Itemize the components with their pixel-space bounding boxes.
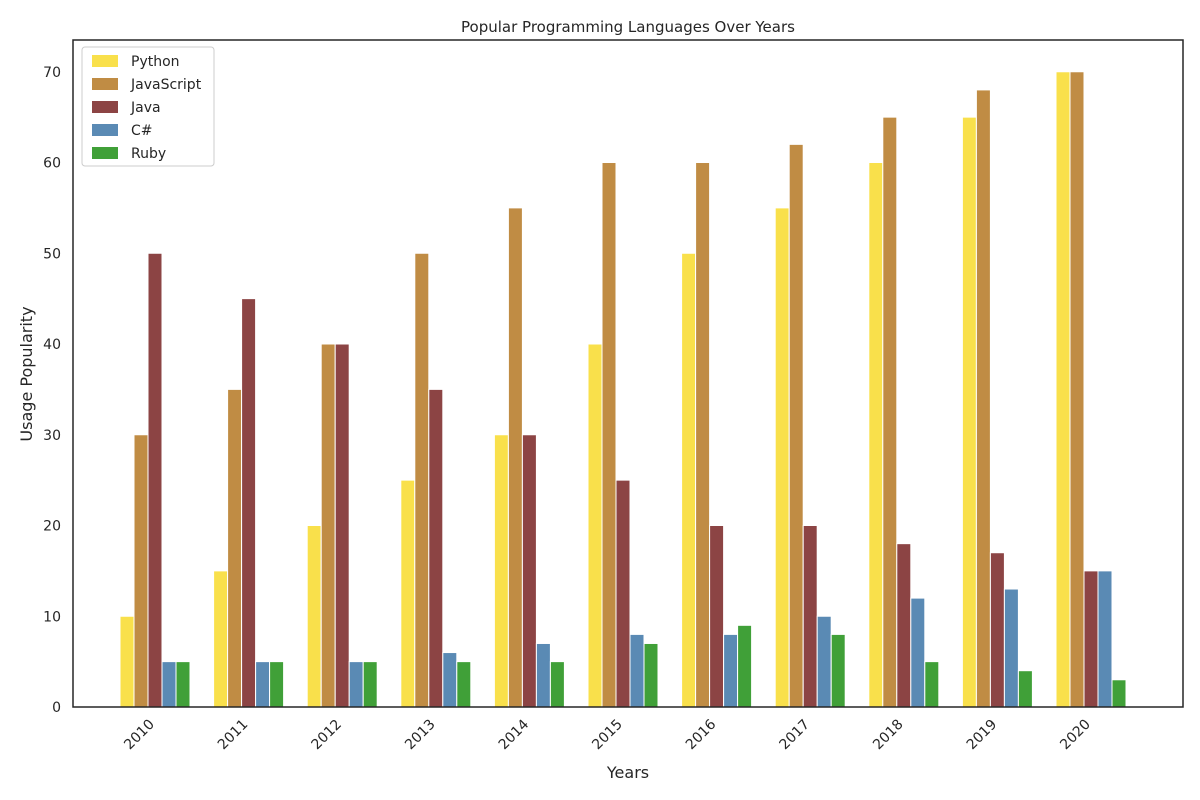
y-tick-label: 50 bbox=[43, 246, 61, 262]
y-tick-label: 70 bbox=[43, 65, 61, 81]
bar-ruby-2013 bbox=[456, 661, 472, 708]
bar-javascript-2012 bbox=[320, 343, 336, 708]
chart-title: Popular Programming Languages Over Years bbox=[461, 18, 795, 36]
x-tick-label: 2012 bbox=[309, 717, 346, 754]
bar-c--2011 bbox=[255, 661, 271, 708]
x-tick-label: 2015 bbox=[589, 717, 626, 754]
bar-ruby-2016 bbox=[737, 624, 753, 708]
y-tick-label: 20 bbox=[43, 519, 61, 535]
x-tick-label: 2019 bbox=[964, 717, 1001, 754]
bar-c--2016 bbox=[723, 633, 739, 708]
bar-java-2011 bbox=[241, 298, 257, 708]
bar-java-2015 bbox=[615, 479, 631, 708]
bar-c--2013 bbox=[442, 652, 458, 708]
bar-javascript-2010 bbox=[133, 434, 149, 708]
bar-java-2010 bbox=[147, 252, 163, 708]
bar-javascript-2014 bbox=[507, 207, 523, 708]
bar-ruby-2017 bbox=[830, 633, 846, 708]
bar-javascript-2019 bbox=[975, 89, 991, 708]
bar-python-2017 bbox=[774, 207, 790, 708]
bar-ruby-2018 bbox=[924, 661, 940, 708]
y-tick-label: 10 bbox=[43, 609, 61, 625]
y-tick-label: 60 bbox=[43, 156, 61, 172]
bar-javascript-2011 bbox=[227, 388, 243, 708]
bar-java-2013 bbox=[428, 388, 444, 708]
bar-javascript-2020 bbox=[1069, 71, 1085, 708]
bar-javascript-2015 bbox=[601, 162, 617, 708]
bar-java-2019 bbox=[989, 552, 1005, 708]
bar-c--2010 bbox=[161, 661, 177, 708]
y-tick-label: 30 bbox=[43, 428, 61, 444]
y-tick-label: 40 bbox=[43, 337, 61, 353]
x-tick-label: 2018 bbox=[870, 717, 907, 754]
bar-ruby-2020 bbox=[1111, 679, 1127, 708]
x-tick-label: 2020 bbox=[1057, 717, 1094, 754]
x-tick-label: 2010 bbox=[121, 717, 158, 754]
bar-python-2010 bbox=[119, 615, 135, 708]
bar-c--2017 bbox=[816, 615, 832, 708]
legend-box bbox=[81, 46, 215, 167]
bar-ruby-2012 bbox=[362, 661, 378, 708]
plot-frame bbox=[72, 39, 1184, 708]
bar-python-2015 bbox=[587, 343, 603, 708]
y-tick-label: 0 bbox=[52, 700, 61, 716]
legend-label: JavaScript bbox=[130, 77, 202, 93]
legend-label: C# bbox=[131, 123, 153, 139]
bar-java-2012 bbox=[334, 343, 350, 708]
bar-java-2017 bbox=[802, 525, 818, 708]
bar-c--2018 bbox=[910, 597, 926, 708]
bar-java-2020 bbox=[1083, 570, 1099, 708]
y-axis-ticks: 0 10 20 30 40 50 60 70 bbox=[43, 65, 61, 716]
legend-swatch-javascript bbox=[92, 78, 118, 90]
x-tick-label: 2013 bbox=[402, 717, 439, 754]
bar-python-2018 bbox=[868, 162, 884, 708]
bar-python-2014 bbox=[493, 434, 509, 708]
bar-python-2013 bbox=[400, 479, 416, 708]
legend-swatch-python bbox=[92, 55, 118, 67]
bar-c--2015 bbox=[629, 633, 645, 708]
x-axis-label: Years bbox=[606, 763, 649, 782]
x-tick-label: 2017 bbox=[777, 717, 814, 754]
bar-javascript-2013 bbox=[414, 252, 430, 708]
bars-layer bbox=[119, 71, 1127, 708]
bar-python-2011 bbox=[213, 570, 229, 708]
legend: Python JavaScript Java C# Ruby bbox=[81, 46, 215, 167]
x-tick-label: 2014 bbox=[496, 716, 533, 753]
bar-python-2016 bbox=[681, 252, 697, 708]
bar-ruby-2019 bbox=[1017, 670, 1033, 708]
x-tick-label: 2011 bbox=[215, 717, 252, 754]
legend-label: Java bbox=[130, 100, 161, 116]
bar-java-2018 bbox=[896, 543, 912, 708]
legend-swatch-c- bbox=[92, 124, 118, 136]
bar-java-2014 bbox=[521, 434, 537, 708]
bar-ruby-2015 bbox=[643, 642, 659, 708]
bar-ruby-2011 bbox=[269, 661, 285, 708]
bar-java-2016 bbox=[709, 525, 725, 708]
bar-ruby-2010 bbox=[175, 661, 191, 708]
bar-c--2019 bbox=[1003, 588, 1019, 708]
x-axis-ticks: 2010 2011 2012 2013 2014 2015 2016 2017 2018 2019… bbox=[121, 716, 1094, 753]
legend-label: Ruby bbox=[131, 146, 166, 162]
bar-c--2012 bbox=[348, 661, 364, 708]
legend-swatch-java bbox=[92, 101, 118, 113]
bar-ruby-2014 bbox=[549, 661, 565, 708]
bar-python-2020 bbox=[1055, 71, 1071, 708]
legend-label: Python bbox=[131, 54, 180, 70]
bar-javascript-2018 bbox=[882, 116, 898, 708]
bar-c--2014 bbox=[535, 642, 551, 708]
bar-python-2012 bbox=[306, 525, 322, 708]
bar-c--2020 bbox=[1097, 570, 1113, 708]
bar-python-2019 bbox=[961, 116, 977, 708]
y-axis-label: Usage Popularity bbox=[17, 306, 36, 441]
x-tick-label: 2016 bbox=[683, 716, 720, 753]
bar-javascript-2017 bbox=[788, 143, 804, 708]
bar-javascript-2016 bbox=[695, 162, 711, 708]
legend-swatch-ruby bbox=[92, 147, 118, 159]
